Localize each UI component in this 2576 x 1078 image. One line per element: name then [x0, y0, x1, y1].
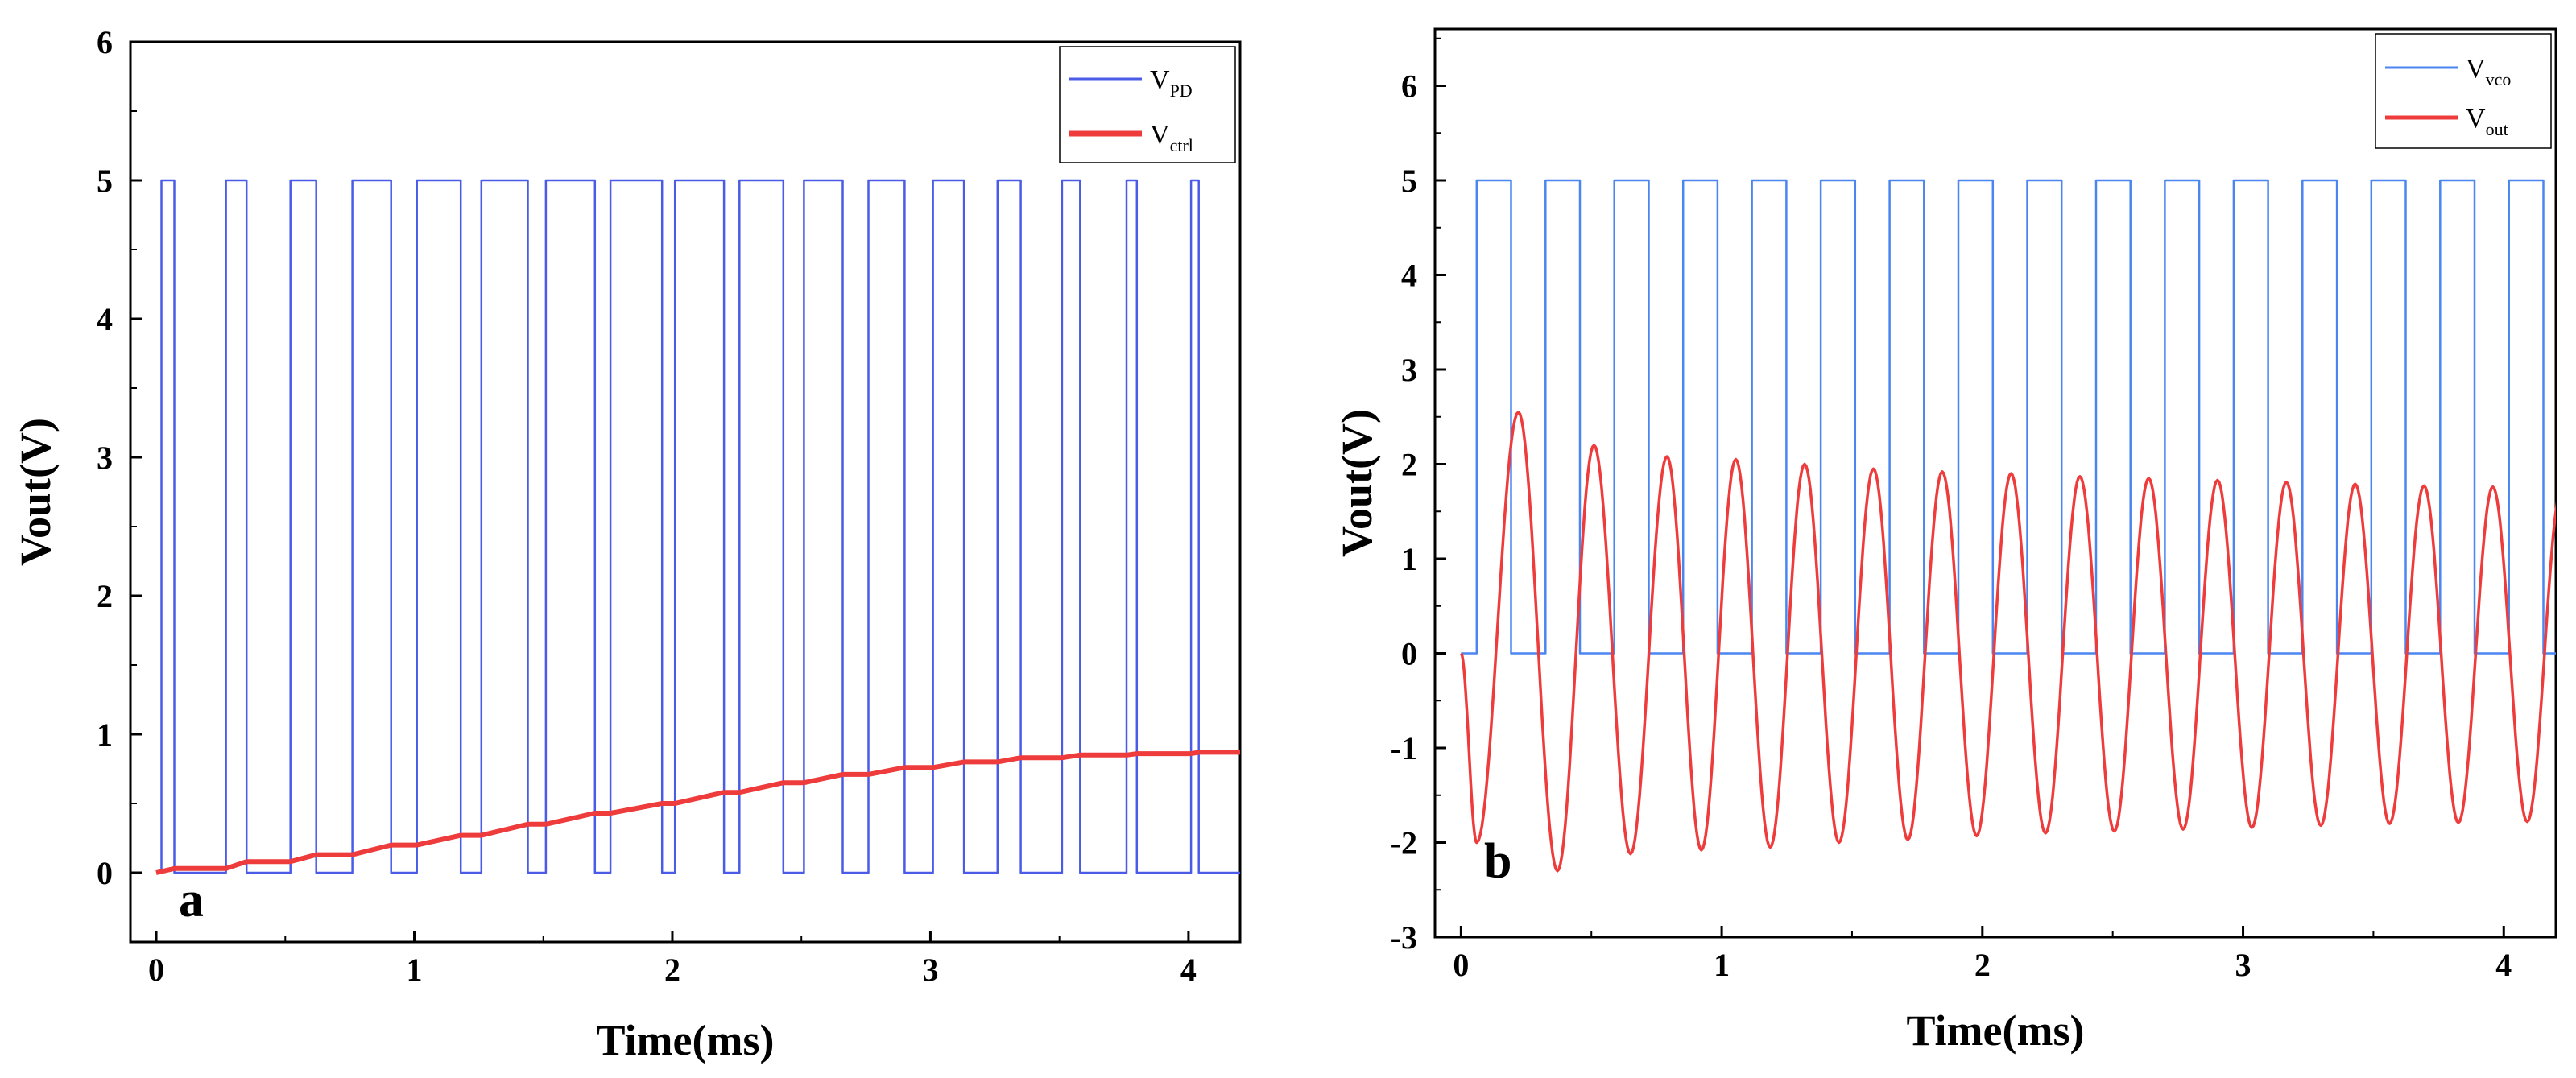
x-tick-label: 4: [1180, 952, 1197, 988]
y-tick-label: -1: [1391, 730, 1417, 766]
panel-a-y-axis-title: Vout(V): [11, 418, 60, 566]
panel-b-legend: Vvco Vout: [2375, 33, 2552, 149]
panel-b-series: [1460, 179, 2556, 873]
y-tick-label: -2: [1391, 825, 1417, 861]
y-tick-label: 6: [1401, 68, 1417, 105]
x-tick-label: 1: [1714, 947, 1730, 983]
x-tick-label: 4: [2495, 947, 2512, 983]
panel-b-y-ticks: -3 -2 -1 0 1 2 3 4 5 6: [1391, 37, 1446, 956]
panel-b-plot-frame: [1433, 27, 2557, 939]
y-tick-label: -3: [1391, 919, 1417, 956]
series-line-v-pd: [160, 179, 1240, 874]
x-tick-label: 3: [2235, 947, 2251, 983]
y-tick-label: 3: [97, 440, 113, 476]
y-tick-label: 0: [97, 855, 113, 891]
panel-b-y-axis-title: Vout(V): [1333, 409, 1381, 557]
panel-b-label: b: [1484, 834, 1511, 889]
panel-a-legend-box: [1059, 46, 1236, 163]
x-tick-label: 3: [922, 952, 938, 988]
x-tick-label: 2: [664, 952, 680, 988]
y-tick-label: 4: [97, 301, 113, 337]
panel-b-chart: 0 1 2 3 4 -3 -2 -1 0 1 2 3 4 5 6 Time(ms) Vout(V) b V…: [1333, 27, 2557, 1055]
series-line-v-out: [1460, 411, 2556, 873]
x-tick-label: 0: [148, 952, 164, 988]
panel-a-series: [155, 179, 1240, 875]
legend-label-vpd: VPD: [1150, 65, 1193, 101]
y-tick-label: 4: [1401, 258, 1417, 294]
y-tick-label: 1: [1401, 541, 1417, 577]
panel-a-x-axis-title: Time(ms): [597, 1016, 775, 1064]
y-tick-label: 2: [97, 578, 113, 614]
series-line-v-vco: [1461, 179, 2556, 655]
panel-a-plot-frame: [129, 40, 1242, 944]
x-tick-label: 1: [407, 952, 423, 988]
y-tick-label: 5: [97, 163, 113, 199]
y-tick-label: 2: [1401, 447, 1417, 483]
y-tick-label: 3: [1401, 352, 1417, 388]
panel-a-y-ticks: 0 1 2 3 4 5 6: [97, 24, 142, 891]
legend-label-vctrl: Vctrl: [1150, 120, 1193, 155]
y-tick-label: 1: [97, 717, 113, 753]
panel-a-legend: VPD Vctrl: [1059, 46, 1236, 163]
panel-b-x-ticks: 0 1 2 3 4: [1453, 926, 2512, 983]
panel-a-label: a: [179, 873, 204, 927]
x-tick-label: 0: [1453, 947, 1469, 983]
y-tick-label: 6: [97, 24, 113, 60]
panel-b-x-axis-title: Time(ms): [1907, 1006, 2085, 1055]
series-line-v-ctrl: [155, 750, 1240, 875]
y-tick-label: 5: [1401, 163, 1417, 199]
legend-label-vvco: Vvco: [2466, 54, 2511, 89]
panel-b-legend-box: [2375, 33, 2552, 149]
panel-a-x-ticks: 0 1 2 3 4: [148, 931, 1197, 988]
legend-label-vout: Vout: [2466, 104, 2508, 139]
x-tick-label: 2: [1974, 947, 1991, 983]
panel-a-chart: 0 1 2 3 4 0 1 2 3 4 5 6 Time(ms) Vout(V) a VPD Vct…: [11, 24, 1242, 1064]
y-tick-label: 0: [1401, 636, 1417, 672]
